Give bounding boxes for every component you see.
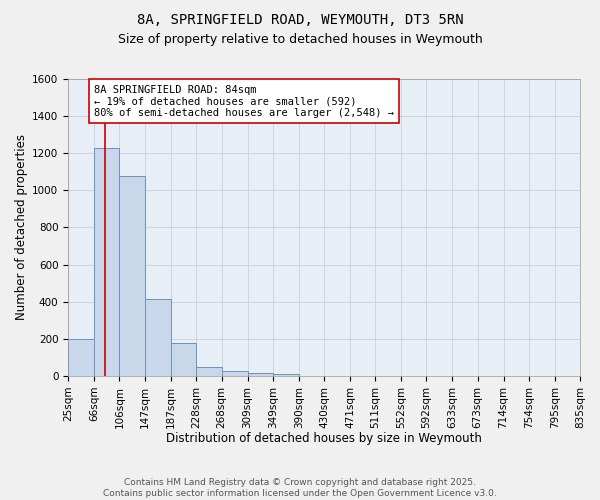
X-axis label: Distribution of detached houses by size in Weymouth: Distribution of detached houses by size … (166, 432, 482, 445)
Text: Size of property relative to detached houses in Weymouth: Size of property relative to detached ho… (118, 32, 482, 46)
Bar (273, 374, 299, 376)
Text: 8A, SPRINGFIELD ROAD, WEYMOUTH, DT3 5RN: 8A, SPRINGFIELD ROAD, WEYMOUTH, DT3 5RN (137, 12, 463, 26)
Bar (68, 339, 94, 376)
Bar (248, 372, 273, 376)
Y-axis label: Number of detached properties: Number of detached properties (15, 134, 28, 320)
Bar (119, 176, 145, 376)
Bar (196, 366, 221, 376)
Bar (145, 299, 170, 376)
Bar (170, 342, 196, 376)
Text: Contains HM Land Registry data © Crown copyright and database right 2025.
Contai: Contains HM Land Registry data © Crown c… (103, 478, 497, 498)
Bar (221, 372, 248, 376)
Text: 8A SPRINGFIELD ROAD: 84sqm
← 19% of detached houses are smaller (592)
80% of sem: 8A SPRINGFIELD ROAD: 84sqm ← 19% of deta… (94, 84, 394, 118)
Bar (94, 148, 119, 376)
